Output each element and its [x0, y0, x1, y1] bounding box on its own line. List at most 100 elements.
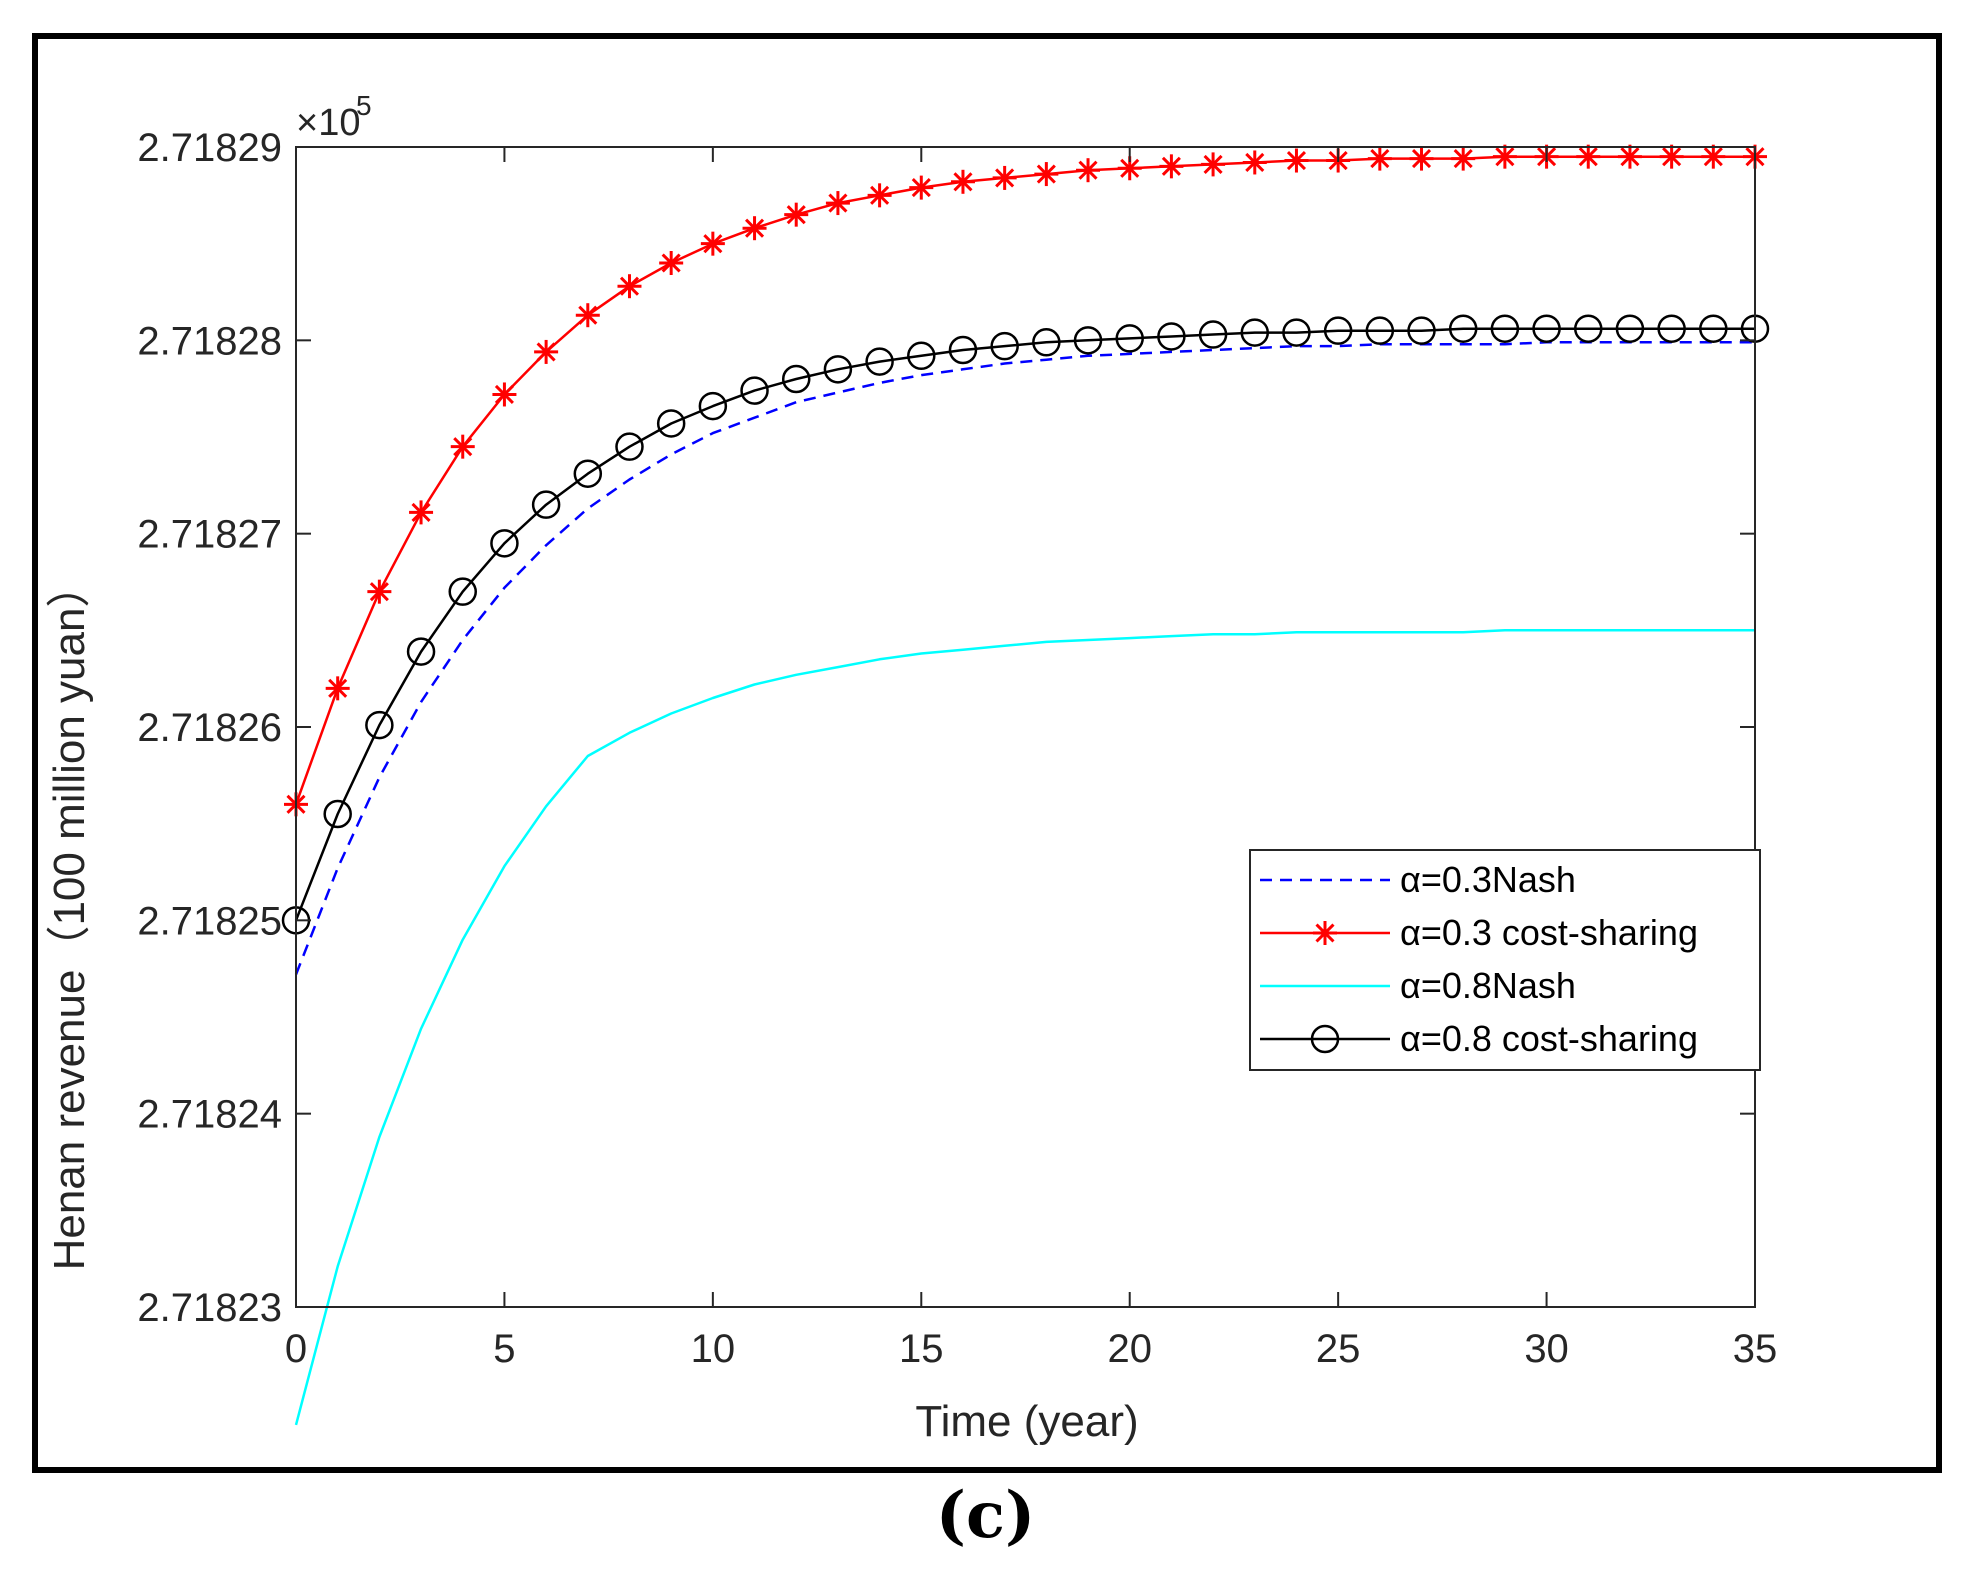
circle-marker: [1032, 328, 1061, 357]
star-marker-stroke: [1120, 158, 1140, 178]
circle-marker: [531, 490, 561, 519]
circle-marker: [698, 391, 728, 421]
y-axis-multiplier: ×10 5: [296, 90, 372, 144]
star-marker-stroke: [703, 234, 723, 254]
star-marker-stroke: [619, 276, 640, 296]
circle-marker: [1490, 314, 1520, 343]
star-marker: [867, 183, 892, 208]
circle-marker: [1532, 314, 1561, 343]
series-4: [281, 314, 1770, 935]
legend-label: α=0.8Nash: [1400, 965, 1576, 1006]
figure-frame: [32, 33, 1942, 1473]
legend-entry-3: α=0.8Nash: [1260, 965, 1576, 1006]
circle-marker: [865, 347, 894, 376]
star-marker-stroke: [661, 253, 681, 273]
series-line: [294, 341, 1755, 975]
circle-marker: [490, 529, 519, 558]
legend: α=0.3Nash α=0.3 cost-sharing α=0.8Nash α=0.…: [1249, 849, 1761, 1071]
circle-marker: [990, 331, 1019, 361]
star-marker: [700, 231, 725, 256]
y-tick-label: 2.71825: [137, 899, 282, 943]
star-marker-stroke: [1245, 152, 1265, 173]
circle-marker: [1115, 324, 1144, 353]
star-marker-stroke: [1078, 160, 1098, 180]
series-layer: [281, 144, 1770, 1426]
star-marker: [1701, 144, 1726, 169]
circle-marker: [1282, 318, 1311, 347]
circle-marker: [323, 799, 352, 829]
star-marker: [1617, 144, 1642, 169]
circle-marker: [1365, 316, 1395, 345]
legend-label: α=0.3Nash: [1400, 859, 1576, 900]
circle-marker: [1615, 314, 1645, 343]
x-tick-label: 0: [285, 1327, 307, 1371]
star-marker: [784, 202, 809, 227]
star-marker: [575, 303, 600, 328]
star-marker: [617, 274, 642, 299]
star-marker-stroke: [536, 342, 556, 362]
panel-caption: (c): [935, 1478, 1036, 1553]
star-marker-stroke: [1703, 147, 1723, 167]
star-marker: [409, 500, 434, 525]
star-marker: [1409, 146, 1434, 171]
y-tick-label: 2.71823: [137, 1286, 282, 1330]
star-marker: [1313, 921, 1337, 945]
star-marker: [1242, 150, 1267, 175]
x-axis-label: Time (year): [915, 1397, 1138, 1446]
star-marker: [492, 382, 517, 407]
star-marker: [534, 339, 559, 364]
circle-marker: [1198, 320, 1228, 349]
star-marker: [325, 676, 350, 701]
x-tick-label: 15: [899, 1327, 944, 1371]
star-marker: [367, 579, 392, 604]
star-marker-stroke: [828, 193, 848, 213]
star-marker-stroke: [1161, 156, 1181, 176]
circle-marker: [365, 710, 394, 740]
star-marker-stroke: [1662, 147, 1682, 167]
star-marker: [1451, 146, 1476, 171]
star-marker-stroke: [578, 305, 598, 325]
star-marker-stroke: [995, 168, 1015, 188]
circle-marker: [573, 459, 603, 488]
star-marker-stroke: [1203, 154, 1223, 174]
circle-marker: [1073, 326, 1103, 355]
circle-marker: [1240, 318, 1270, 347]
x-tick-label: 20: [1107, 1327, 1152, 1371]
star-marker-stroke: [1036, 164, 1056, 184]
star-marker: [1659, 144, 1684, 169]
star-marker-stroke: [1620, 147, 1640, 167]
circle-marker: [823, 355, 853, 384]
star-marker-stroke: [411, 502, 431, 522]
star-marker: [1159, 154, 1184, 179]
y-tick-label: 2.71827: [137, 513, 282, 557]
legend-entry-4: α=0.8 cost-sharing: [1260, 1018, 1698, 1059]
circle-marker: [1310, 1024, 1340, 1054]
y-tick-label: 2.71824: [137, 1093, 282, 1137]
legend-box: [1249, 849, 1761, 1071]
series-2: [284, 144, 1767, 817]
series-line: [294, 629, 1755, 1426]
star-marker: [909, 175, 934, 200]
y-tick-label: 2.71829: [137, 126, 282, 170]
star-marker-stroke: [1286, 150, 1307, 171]
y-multiplier-base: ×10: [296, 102, 360, 144]
circle-marker: [1699, 314, 1728, 343]
star-marker-stroke: [494, 384, 514, 405]
star-marker-stroke: [786, 205, 806, 225]
y-axis-label: Henan revenue（100 million yuan）: [45, 564, 94, 1271]
ticks-layer: 0 5 10 15 20 25 30 35 2.71823 2.71824 2.71825 2.718…: [137, 126, 1777, 1371]
circle-marker: [1407, 316, 1436, 345]
star-marker: [1034, 162, 1059, 187]
star-marker: [950, 169, 975, 194]
circle-marker: [615, 432, 644, 461]
series-line: [294, 155, 1755, 805]
star-marker: [1576, 144, 1601, 169]
star-marker-stroke: [1370, 149, 1390, 169]
star-marker-stroke: [870, 185, 890, 205]
y-multiplier-exponent: 5: [356, 90, 372, 121]
x-tick-label: 35: [1733, 1327, 1778, 1371]
star-marker: [450, 434, 475, 459]
circle-marker: [1157, 322, 1186, 351]
star-marker: [992, 165, 1017, 190]
star-marker-stroke: [328, 678, 348, 698]
